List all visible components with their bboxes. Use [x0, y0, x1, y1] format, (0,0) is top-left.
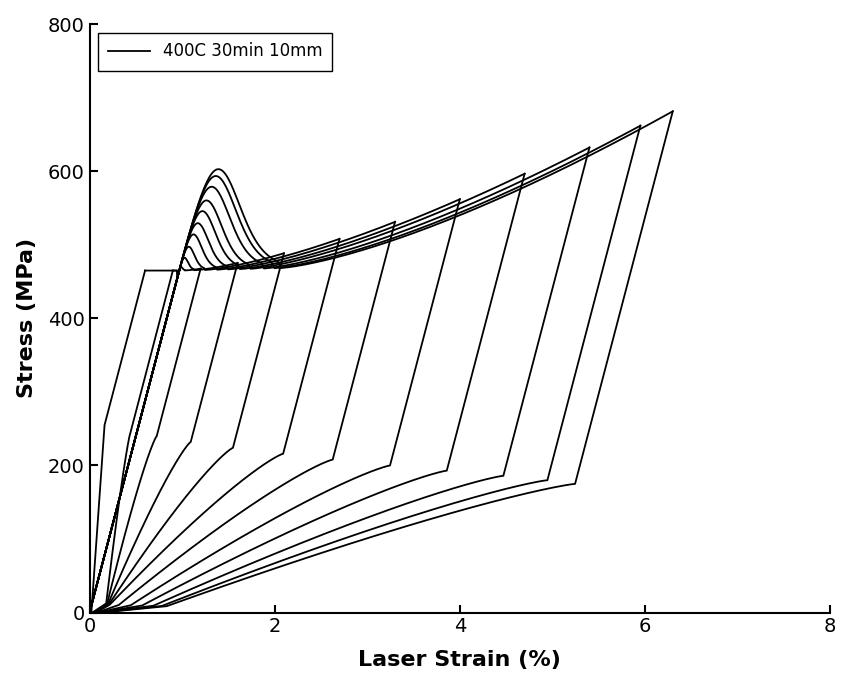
Y-axis label: Stress (MPa): Stress (MPa): [17, 238, 37, 398]
Legend: 400C 30min 10mm: 400C 30min 10mm: [98, 32, 332, 71]
X-axis label: Laser Strain (%): Laser Strain (%): [358, 651, 561, 671]
